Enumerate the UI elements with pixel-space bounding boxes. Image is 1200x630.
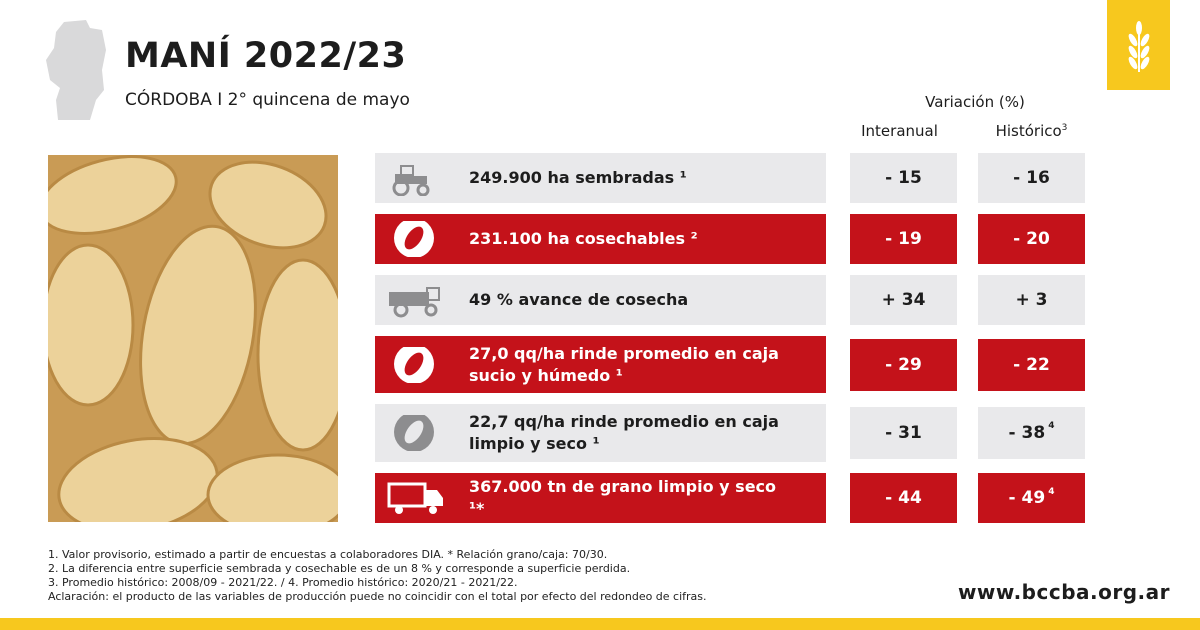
historico-value: - 16 — [1013, 168, 1050, 188]
historico-box: - 38 4 — [978, 407, 1085, 459]
peanut-icon — [394, 346, 434, 383]
column-header: Interanual — [846, 122, 953, 140]
historico-box: + 3 — [978, 275, 1085, 325]
peanut-icon — [394, 221, 434, 257]
interanual-value: - 29 — [885, 355, 922, 375]
historico-value: + 3 — [1015, 290, 1048, 310]
row-label-box: 27,0 qq/ha rinde promedio en caja sucio … — [375, 336, 826, 393]
row-label: 367.000 tn de grano limpio y seco ¹* — [469, 477, 777, 518]
truck-icon — [387, 482, 443, 514]
province-map — [46, 20, 106, 120]
historico-sup: 4 — [1048, 487, 1055, 497]
interanual-value: - 15 — [885, 168, 922, 188]
interanual-value: - 31 — [885, 423, 922, 443]
row-label: 22,7 qq/ha rinde promedio en caja limpio… — [469, 412, 779, 453]
column-label: Interanual — [861, 122, 938, 140]
row-label: 249.900 ha sembradas ¹ — [469, 168, 687, 187]
historico-box: - 16 — [978, 153, 1085, 203]
historico-box: - 20 — [978, 214, 1085, 264]
peanut-icon — [394, 415, 434, 451]
interanual-box: - 19 — [850, 214, 957, 264]
interanual-box: - 15 — [850, 153, 957, 203]
harvester-icon — [389, 287, 440, 318]
historico-value: - 22 — [1013, 355, 1050, 375]
column-label: Histórico — [995, 122, 1062, 140]
footnote: 1. Valor provisorio, estimado a partir d… — [48, 548, 608, 561]
historico-value: - 38 — [1008, 423, 1046, 443]
row-label-box: 22,7 qq/ha rinde promedio en caja limpio… — [375, 404, 826, 462]
bottom-strip — [0, 618, 1200, 630]
subtitle: CÓRDOBA I 2° quincena de mayo — [125, 90, 410, 110]
historico-box: - 22 — [978, 339, 1085, 391]
footnote: 2. La diferencia entre superficie sembra… — [48, 562, 631, 575]
footnote: Aclaración: el producto de las variables… — [48, 590, 707, 603]
interanual-box: - 44 — [850, 473, 957, 523]
row-label: 231.100 ha cosechables ² — [469, 229, 698, 248]
website: www.bccba.org.ar — [957, 580, 1170, 604]
row-label-box: 49 % avance de cosecha — [375, 275, 826, 325]
title: MANÍ 2022/23 — [125, 36, 407, 76]
row-label: 49 % avance de cosecha — [469, 290, 689, 309]
historico-sup: 4 — [1048, 421, 1055, 431]
peanut-photo — [48, 155, 338, 522]
row-label-box: 231.100 ha cosechables ² — [375, 214, 826, 264]
row-label: 27,0 qq/ha rinde promedio en caja sucio … — [469, 343, 779, 385]
row-label-box: 249.900 ha sembradas ¹ — [375, 153, 826, 203]
historico-value: - 20 — [1013, 229, 1050, 249]
interanual-box: + 34 — [850, 275, 957, 325]
interanual-value: - 19 — [885, 229, 922, 249]
column-header: Histórico3 — [978, 122, 1085, 140]
interanual-box: - 29 — [850, 339, 957, 391]
variation-header: Variación (%) — [925, 93, 1025, 111]
tractor-icon — [392, 165, 430, 196]
interanual-box: - 31 — [850, 407, 957, 459]
footnote: 3. Promedio histórico: 2008/09 - 2021/22… — [48, 576, 518, 589]
interanual-value: + 34 — [881, 290, 926, 310]
interanual-value: - 44 — [885, 488, 922, 508]
row-label-box: 367.000 tn de grano limpio y seco ¹* — [375, 473, 826, 523]
column-sup: 3 — [1061, 123, 1068, 133]
historico-value: - 49 — [1008, 488, 1046, 508]
logo-badge — [1107, 0, 1170, 90]
wheat-icon — [1128, 21, 1150, 72]
historico-box: - 49 4 — [978, 473, 1085, 523]
